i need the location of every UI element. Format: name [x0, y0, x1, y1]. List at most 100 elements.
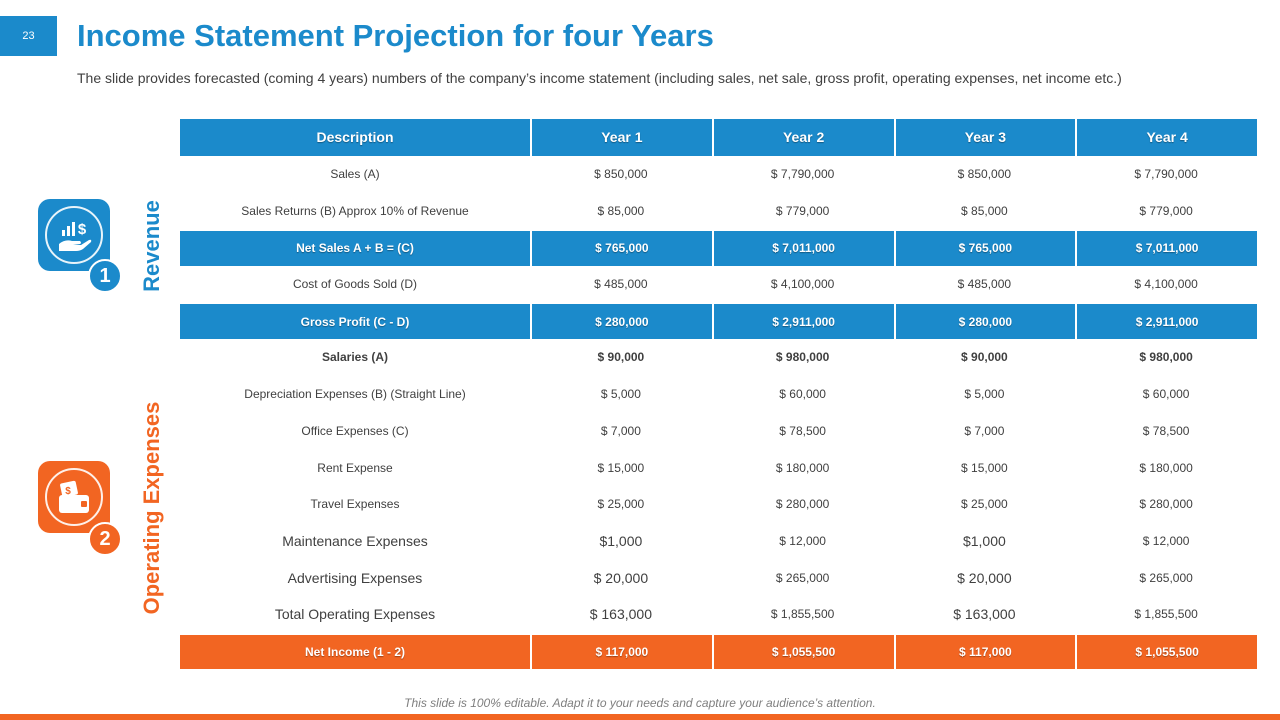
- table-cell: $ 20,000: [957, 569, 1012, 586]
- table-row-salaries: Salaries (A) $ 90,000 $ 980,000 $ 90,000…: [180, 339, 1257, 376]
- table-cell: $ 779,000: [775, 203, 830, 218]
- table-header-row: Description Year 1 Year 2 Year 3 Year 4: [180, 119, 1257, 156]
- table-cell: $ 7,011,000: [1075, 229, 1257, 266]
- table-row-office-expenses: Office Expenses (C) $ 7,000 $ 78,500 $ 7…: [180, 413, 1257, 450]
- header-description: Description: [180, 119, 530, 156]
- table-cell: $ 2,911,000: [711, 302, 894, 340]
- table-cell: $ 850,000: [594, 167, 648, 182]
- table-cell: $ 280,000: [893, 302, 1076, 340]
- bottom-accent-bar: [0, 714, 1280, 720]
- table-cell: $ 485,000: [594, 277, 648, 292]
- table-row-sales: Sales (A) $ 850,000 $ 7,790,000 $ 850,00…: [180, 156, 1257, 193]
- table-cell: Depreciation Expenses (B) (Straight Line…: [244, 387, 466, 402]
- income-statement-table: Description Year 1 Year 2 Year 3 Year 4 …: [180, 119, 1257, 670]
- table-cell: Sales Returns (B) Approx 10% of Revenue: [241, 203, 469, 218]
- table-cell: Maintenance Expenses: [282, 532, 428, 549]
- table-cell: $ 5,000: [964, 387, 1005, 402]
- table-cell: $ 117,000: [530, 632, 712, 670]
- table-row-rent-expense: Rent Expense $ 15,000 $ 180,000 $ 15,000…: [180, 449, 1257, 486]
- revenue-icon-box: $: [38, 199, 110, 271]
- table-cell: $ 60,000: [779, 387, 826, 402]
- table-row-net-income: Net Income (1 - 2) $ 117,000 $ 1,055,500…: [180, 632, 1257, 670]
- table-cell: Rent Expense: [317, 460, 393, 475]
- table-cell: $ 1,055,500: [711, 632, 894, 670]
- table-cell: $ 1,855,500: [770, 607, 835, 622]
- money-hand-chart-icon: $: [45, 206, 103, 264]
- table-cell: $ 78,500: [779, 423, 826, 438]
- table-cell: $ 2,911,000: [1075, 302, 1257, 340]
- table-row-depreciation: Depreciation Expenses (B) (Straight Line…: [180, 376, 1257, 413]
- table-cell: $ 7,000: [600, 423, 641, 438]
- table-cell: Net Sales A + B = (C): [180, 229, 530, 266]
- table-cell: $ 980,000: [775, 350, 830, 365]
- table-cell: Travel Expenses: [310, 497, 400, 512]
- slide-subtitle: The slide provides forecasted (coming 4 …: [77, 70, 1122, 86]
- header-year-4: Year 4: [1075, 119, 1257, 156]
- table-cell: $ 280,000: [1139, 497, 1193, 512]
- table-cell: $ 163,000: [589, 606, 653, 623]
- table-cell: $ 765,000: [893, 229, 1076, 266]
- table-row-cogs: Cost of Goods Sold (D) $ 485,000 $ 4,100…: [180, 266, 1257, 303]
- table-cell: $ 280,000: [775, 497, 830, 512]
- table-cell: $ 4,100,000: [1134, 277, 1198, 292]
- table-cell: $ 85,000: [597, 203, 645, 218]
- table-row-net-sales: Net Sales A + B = (C) $ 765,000 $ 7,011,…: [180, 229, 1257, 266]
- table-cell: $ 117,000: [893, 632, 1076, 670]
- opex-icon-box: $: [38, 461, 110, 533]
- svg-text:$: $: [65, 486, 71, 497]
- table-cell: $ 280,000: [530, 302, 712, 340]
- table-cell: $1,000: [599, 532, 643, 549]
- table-row-total-opex: Total Operating Expenses $ 163,000 $ 1,8…: [180, 596, 1257, 633]
- table-cell: $ 12,000: [1142, 533, 1190, 548]
- table-cell: $ 265,000: [1139, 570, 1193, 585]
- table-cell: $ 85,000: [961, 203, 1008, 218]
- table-cell: Total Operating Expenses: [274, 606, 436, 623]
- table-cell: $ 7,790,000: [1134, 167, 1198, 182]
- table-cell: Gross Profit (C - D): [180, 302, 530, 340]
- table-cell: $ 1,055,500: [1075, 632, 1257, 670]
- table-cell: $ 7,790,000: [770, 167, 835, 182]
- table-cell: $ 15,000: [961, 460, 1008, 475]
- table-cell: $ 265,000: [775, 570, 830, 585]
- table-row-travel-expenses: Travel Expenses $ 25,000 $ 280,000 $ 25,…: [180, 486, 1257, 523]
- table-cell: Cost of Goods Sold (D): [292, 277, 418, 292]
- table-cell: $ 12,000: [779, 533, 826, 548]
- table-cell: $ 25,000: [961, 497, 1008, 512]
- table-cell: $ 779,000: [1139, 203, 1193, 218]
- wallet-cash-icon: $: [45, 468, 103, 526]
- table-cell: $ 20,000: [593, 569, 649, 586]
- table-cell: $ 25,000: [597, 497, 645, 512]
- table-cell: $ 850,000: [957, 167, 1012, 182]
- table-cell: $ 1,855,500: [1134, 607, 1198, 622]
- revenue-section-label: Revenue: [139, 200, 164, 292]
- slide-title: Income Statement Projection for four Yea…: [77, 18, 714, 53]
- table-cell: $ 7,000: [964, 423, 1005, 438]
- table-cell: $ 180,000: [775, 460, 830, 475]
- revenue-badge: 1: [88, 259, 122, 293]
- opex-section-label: Operating Expenses: [139, 401, 164, 615]
- svg-text:$: $: [78, 221, 87, 238]
- table-cell: $ 163,000: [953, 606, 1016, 623]
- table-cell: Salaries (A): [321, 350, 389, 365]
- footnote: This slide is 100% editable. Adapt it to…: [404, 696, 876, 710]
- header-year-3: Year 3: [893, 119, 1076, 156]
- table-cell: $1,000: [962, 532, 1006, 549]
- table-cell: Net Income (1 - 2): [180, 632, 530, 670]
- table-cell: $ 78,500: [1142, 423, 1190, 438]
- table-cell: $ 180,000: [1139, 460, 1193, 475]
- table-cell: $ 90,000: [961, 350, 1008, 365]
- table-cell: $ 485,000: [957, 277, 1012, 292]
- table-cell: $ 15,000: [597, 460, 645, 475]
- table-cell: $ 5,000: [600, 387, 641, 402]
- slide-number: 23: [0, 16, 57, 56]
- table-cell: Sales (A): [330, 167, 380, 182]
- table-cell: $ 980,000: [1139, 350, 1193, 365]
- table-cell: $ 765,000: [530, 229, 712, 266]
- table-cell: $ 4,100,000: [770, 277, 835, 292]
- table-row-maintenance: Maintenance Expenses $1,000 $ 12,000 $1,…: [180, 523, 1257, 560]
- table-row-gross-profit: Gross Profit (C - D) $ 280,000 $ 2,911,0…: [180, 302, 1257, 340]
- table-row-advertising: Advertising Expenses $ 20,000 $ 265,000 …: [180, 559, 1257, 596]
- table-cell: Advertising Expenses: [287, 569, 423, 586]
- header-year-1: Year 1: [530, 119, 712, 156]
- table-row-sales-returns: Sales Returns (B) Approx 10% of Revenue …: [180, 192, 1257, 229]
